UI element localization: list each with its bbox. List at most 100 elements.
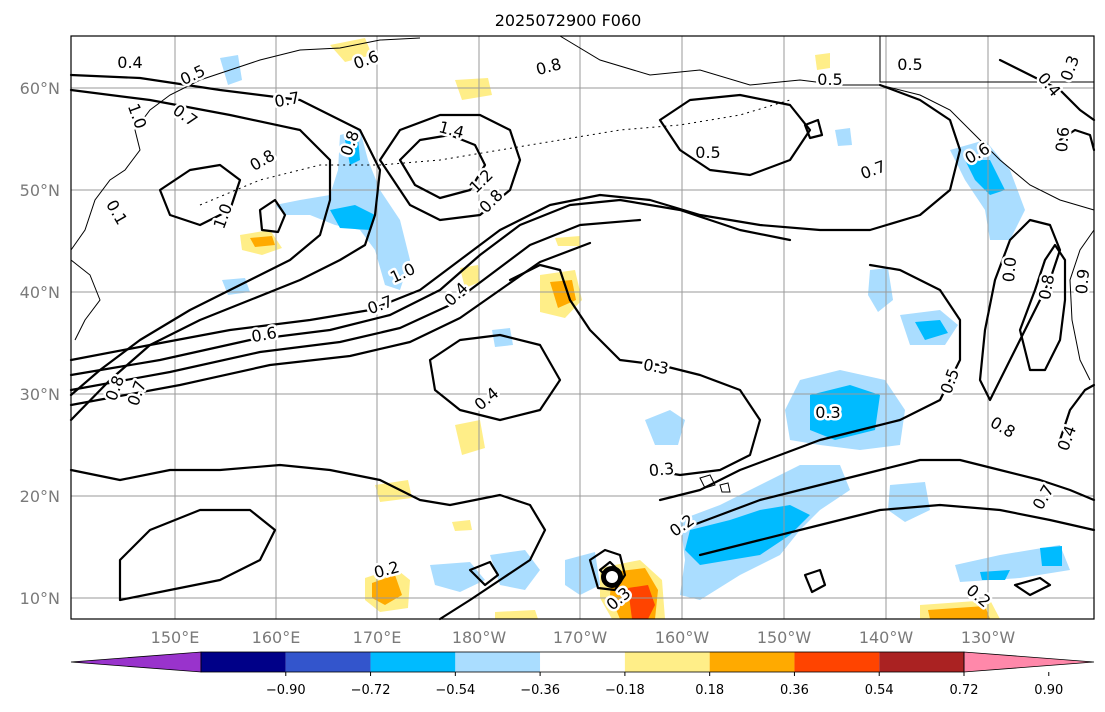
colorbar-segment	[540, 652, 625, 672]
contour-label: 0.5	[695, 143, 720, 162]
contour-line	[658, 93, 812, 177]
colorbar-tick-label: 0.72	[950, 683, 979, 698]
shade-blue	[1040, 546, 1062, 566]
shade-red-orange	[628, 585, 655, 619]
contour-line	[508, 263, 762, 477]
shade-blue	[915, 320, 948, 340]
contour-line	[803, 118, 824, 140]
shade-yellow	[495, 610, 538, 619]
lon-tick-label: 170°W	[553, 628, 608, 647]
map-panel: 0.4 0.5 0.6 0.8 0.5 0.5 0.3 0.7 0.7 1.0 …	[69, 35, 1096, 621]
colorbar-extend-low	[70, 651, 202, 673]
contour-line	[69, 88, 332, 397]
contour-label: 0.5	[897, 55, 922, 74]
contour-lines	[69, 58, 1096, 621]
aleutian-islands	[199, 99, 791, 206]
lon-tick-label: 140°W	[859, 628, 914, 647]
colorbar-tick-label: 0.90	[1034, 683, 1063, 698]
shade-light-blue	[645, 410, 685, 445]
contour-line	[398, 133, 487, 200]
shade-light-blue	[835, 128, 852, 146]
shade-yellow	[452, 520, 472, 531]
colorbar-tick-label: −0.36	[520, 683, 560, 698]
colorbar: −0.90 −0.72 −0.54 −0.36 −0.18 0.18 0.36 0.54 0.7…	[70, 651, 1095, 698]
lon-tick-label: 160°E	[252, 628, 301, 647]
colorbar-tick-label: 0.54	[865, 683, 894, 698]
colorbar-tick-label: −0.72	[351, 683, 391, 698]
contour-line	[1058, 128, 1096, 152]
canada-border	[879, 36, 1094, 83]
contour-line	[69, 198, 792, 377]
contour-line	[658, 263, 962, 502]
lat-tick-label: 20°N	[20, 487, 60, 506]
colorbar-segment	[624, 652, 710, 672]
contour-line	[69, 218, 642, 392]
contour-line	[1018, 243, 1067, 372]
shade-yellow	[815, 53, 830, 70]
north-america-coastline	[1069, 229, 1095, 381]
contour-line	[258, 198, 287, 234]
shade-yellow	[460, 265, 480, 288]
colorbar-outline	[200, 651, 965, 673]
contour-line	[1013, 576, 1052, 597]
longitude-axis: 150°E 160°E 170°E 180°W 170°W 160°W 150°…	[151, 628, 1016, 647]
lon-tick-label: 170°E	[353, 628, 402, 647]
lat-tick-label: 40°N	[20, 283, 60, 302]
lat-tick-label: 60°N	[20, 79, 60, 98]
contour-line	[698, 503, 1096, 557]
shade-light-blue	[868, 268, 893, 312]
contour-label: 0.3	[648, 459, 675, 480]
colorbar-segment	[370, 652, 456, 672]
colorbar-segment	[201, 652, 286, 672]
shade-blue	[330, 205, 375, 230]
lon-tick-label: 130°W	[961, 628, 1016, 647]
latitude-axis: 60°N 50°N 40°N 30°N 20°N 10°N	[20, 79, 60, 608]
shade-light-blue	[492, 328, 513, 347]
japan-coastline	[70, 259, 101, 341]
colorbar-tick-label: −0.90	[266, 683, 306, 698]
shade-light-blue	[888, 482, 930, 522]
contour-line	[118, 508, 277, 602]
shade-orange	[250, 236, 275, 247]
colorbar-segments	[70, 651, 1095, 673]
contour-line	[678, 458, 1096, 532]
colorbar-tick-label: 0.18	[695, 683, 724, 698]
lon-tick-label: 150°W	[757, 628, 812, 647]
contour-line	[69, 83, 962, 362]
contour-line	[998, 58, 1096, 122]
contour-line	[428, 333, 562, 422]
graticule	[71, 36, 1094, 619]
lat-tick-label: 50°N	[20, 181, 60, 200]
map-title: 2025072900 F060	[495, 11, 642, 30]
contour-label: 0.4	[117, 53, 142, 72]
contour-line	[69, 463, 547, 621]
colorbar-segment	[794, 652, 880, 672]
contour-line	[588, 548, 627, 592]
contour-line	[378, 113, 522, 222]
colorbar-ticks: −0.90 −0.72 −0.54 −0.36 −0.18 0.18 0.36 0.54 0.7…	[266, 672, 1063, 698]
colorbar-tick-label: 0.36	[780, 683, 809, 698]
colorbar-segment	[709, 652, 795, 672]
shade-blue	[810, 385, 880, 440]
shade-yellow	[455, 420, 485, 455]
shade-blue	[345, 138, 360, 165]
colorbar-segment	[285, 652, 371, 672]
contour-label: 0.3	[815, 403, 840, 422]
lon-tick-label: 150°E	[151, 628, 200, 647]
shade-orange	[928, 606, 990, 619]
colorbar-segment	[455, 652, 541, 672]
contour-label: 0.6	[1052, 126, 1073, 153]
hawaii-islands	[699, 474, 731, 493]
shade-blue	[965, 160, 1005, 195]
shade-yellow	[455, 78, 492, 100]
map-frame	[70, 35, 1095, 620]
lon-tick-label: 160°W	[655, 628, 710, 647]
contour-line	[1058, 383, 1096, 442]
lat-tick-label: 10°N	[20, 589, 60, 608]
colorbar-extend-high	[963, 651, 1095, 673]
contour-label: 0.9	[1072, 268, 1093, 295]
contour-label: 0.0	[999, 256, 1020, 283]
contour-line	[158, 163, 242, 227]
contour-line	[803, 568, 827, 594]
